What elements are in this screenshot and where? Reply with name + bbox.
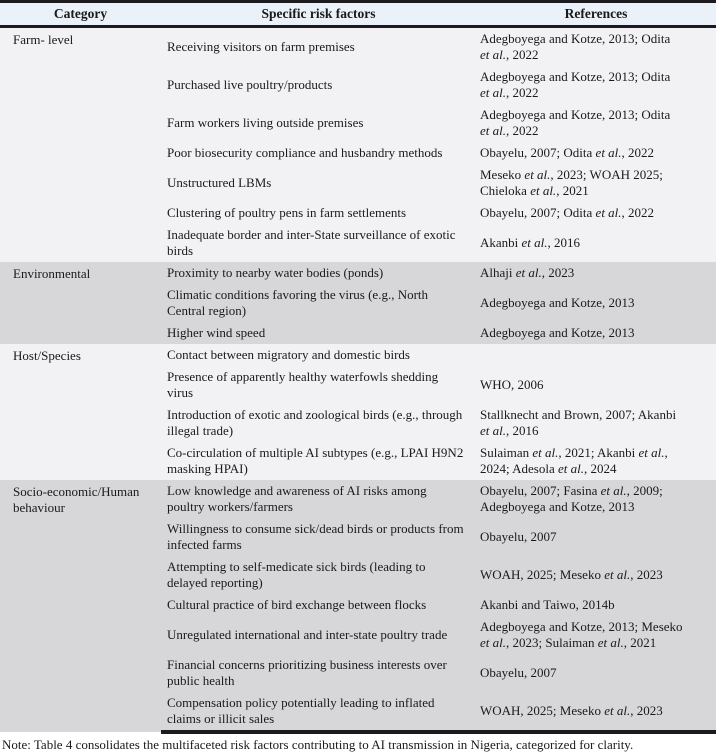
references-cell: WOAH, 2025; Meseko et al., 2023 xyxy=(476,692,716,734)
references-cell: Adegboyega and Kotze, 2013; Odita et al.,… xyxy=(476,66,716,104)
risk-factor-cell: Introduction of exotic and zoological bi… xyxy=(161,404,476,442)
references-cell: Meseko et al., 2023; WOAH 2025; Chieloka … xyxy=(476,164,716,202)
table-row: Host/Species Contact between migratory an… xyxy=(0,344,716,480)
references-cell: Adegboyega and Kotze, 2013 xyxy=(476,322,716,344)
category-cell: Host/Species xyxy=(0,344,161,480)
risk-factors-table: Category Specific risk factors Reference… xyxy=(0,0,716,734)
table-row: Higher wind speed Adegboyega and Kotze, 2… xyxy=(0,322,716,344)
risk-factor-cell: Willingness to consume sick/dead birds o… xyxy=(161,518,476,556)
risk-factor-cell: Inadequate border and inter-State survei… xyxy=(161,224,476,262)
table-row: Farm workers living outside premises Adeg… xyxy=(0,104,716,142)
category-cell: Socio-economic/Human behaviour xyxy=(0,480,161,732)
references-cell xyxy=(476,344,716,366)
risk-factor-cell: Proximity to nearby water bodies (ponds) xyxy=(161,262,476,284)
references-cell: Adegboyega and Kotze, 2013 xyxy=(476,284,716,322)
category-cell: Environmental xyxy=(0,262,161,344)
table-row: Inadequate border and inter-State survei… xyxy=(0,224,716,262)
risk-factor-cell: Poor biosecurity compliance and husbandr… xyxy=(161,142,476,164)
references-cell: Adegboyega and Kotze, 2013; Meseko et al.… xyxy=(476,616,716,654)
references-cell: WOAH, 2025; Meseko et al., 2023 xyxy=(476,556,716,594)
references-cell: Obayelu, 2007; Odita et al., 2022 xyxy=(476,142,716,164)
references-cell: Obayelu, 2007; Fasina et al., 2009; Adegb… xyxy=(476,480,716,518)
risk-factor-cell: Cultural practice of bird exchange betwe… xyxy=(161,594,476,616)
risk-factor-cell: Clustering of poultry pens in farm settl… xyxy=(161,202,476,224)
risk-factor-cell: Receiving visitors on farm premises xyxy=(161,26,476,66)
risk-factor-cell: Unstructured LBMs xyxy=(161,164,476,202)
table-note: Note: Table 4 consolidates the multiface… xyxy=(0,734,716,753)
table-row: Cultural practice of bird exchange betwe… xyxy=(0,594,716,616)
references-cell: Adegboyega and Kotze, 2013; Odita et al.,… xyxy=(476,104,716,142)
column-header-risk-factors: Specific risk factors xyxy=(161,0,476,28)
category-cell: Farm- level xyxy=(0,26,161,262)
risk-factor-cell: Financial concerns prioritizing business… xyxy=(161,654,476,692)
references-cell: Akanbi et al., 2016 xyxy=(476,224,716,262)
risk-factor-cell: Co-circulation of multiple AI subtypes (… xyxy=(161,442,476,480)
table-row: Financial concerns prioritizing business… xyxy=(0,654,716,692)
table-row: Unstructured LBMs Meseko et al., 2023; WO… xyxy=(0,164,716,202)
table-header: Category Specific risk factors Reference… xyxy=(0,0,716,28)
risk-factor-cell: Farm workers living outside premises xyxy=(161,104,476,142)
table-row: Clustering of poultry pens in farm settl… xyxy=(0,202,716,224)
references-cell: WHO, 2006 xyxy=(476,366,716,404)
header-row: Category Specific risk factors Reference… xyxy=(0,0,716,28)
table-row: Willingness to consume sick/dead birds o… xyxy=(0,518,716,556)
risk-factor-cell: Unregulated international and inter-stat… xyxy=(161,616,476,654)
table-row: Co-circulation of multiple AI subtypes (… xyxy=(0,442,716,480)
table-row: Compensation policy potentially leading … xyxy=(0,692,716,734)
risk-factor-cell: Climatic conditions favoring the virus (… xyxy=(161,284,476,322)
references-cell: Obayelu, 2007; Odita et al., 2022 xyxy=(476,202,716,224)
table-row: Unregulated international and inter-stat… xyxy=(0,616,716,654)
table-row: Environmental Proximity to nearby water b… xyxy=(0,262,716,344)
references-cell: Obayelu, 2007 xyxy=(476,654,716,692)
references-cell: Obayelu, 2007 xyxy=(476,518,716,556)
references-cell: Adegboyega and Kotze, 2013; Odita et al.,… xyxy=(476,26,716,66)
risk-factor-cell: Contact between migratory and domestic b… xyxy=(161,344,476,366)
table-row: Climatic conditions favoring the virus (… xyxy=(0,284,716,322)
table-body: Farm- level Receiving visitors on farm pr… xyxy=(0,26,716,734)
column-header-references: References xyxy=(476,0,716,28)
risk-factor-cell: Presence of apparently healthy waterfowl… xyxy=(161,366,476,404)
table-row: Farm- level Receiving visitors on farm pr… xyxy=(0,26,716,262)
references-cell: Alhaji et al., 2023 xyxy=(476,262,716,284)
table-row: Poor biosecurity compliance and husbandr… xyxy=(0,142,716,164)
references-cell: Sulaiman et al., 2021; Akanbi et al., 202… xyxy=(476,442,716,480)
table-row: Purchased live poultry/products Adegboyeg… xyxy=(0,66,716,104)
table-row: Introduction of exotic and zoological bi… xyxy=(0,404,716,442)
risk-factor-cell: Low knowledge and awareness of AI risks … xyxy=(161,480,476,518)
table-row: Socio-economic/Human behaviour Low knowled… xyxy=(0,480,716,732)
table-row: Presence of apparently healthy waterfowl… xyxy=(0,366,716,404)
risk-factor-cell: Higher wind speed xyxy=(161,322,476,344)
risk-factor-cell: Attempting to self-medicate sick birds (… xyxy=(161,556,476,594)
column-header-category: Category xyxy=(0,0,161,28)
risk-factor-cell: Compensation policy potentially leading … xyxy=(161,692,476,734)
references-cell: Akanbi and Taiwo, 2014b xyxy=(476,594,716,616)
table-row: Attempting to self-medicate sick birds (… xyxy=(0,556,716,594)
references-cell: Stallknecht and Brown, 2007; Akanbi et al… xyxy=(476,404,716,442)
risk-factor-cell: Purchased live poultry/products xyxy=(161,66,476,104)
